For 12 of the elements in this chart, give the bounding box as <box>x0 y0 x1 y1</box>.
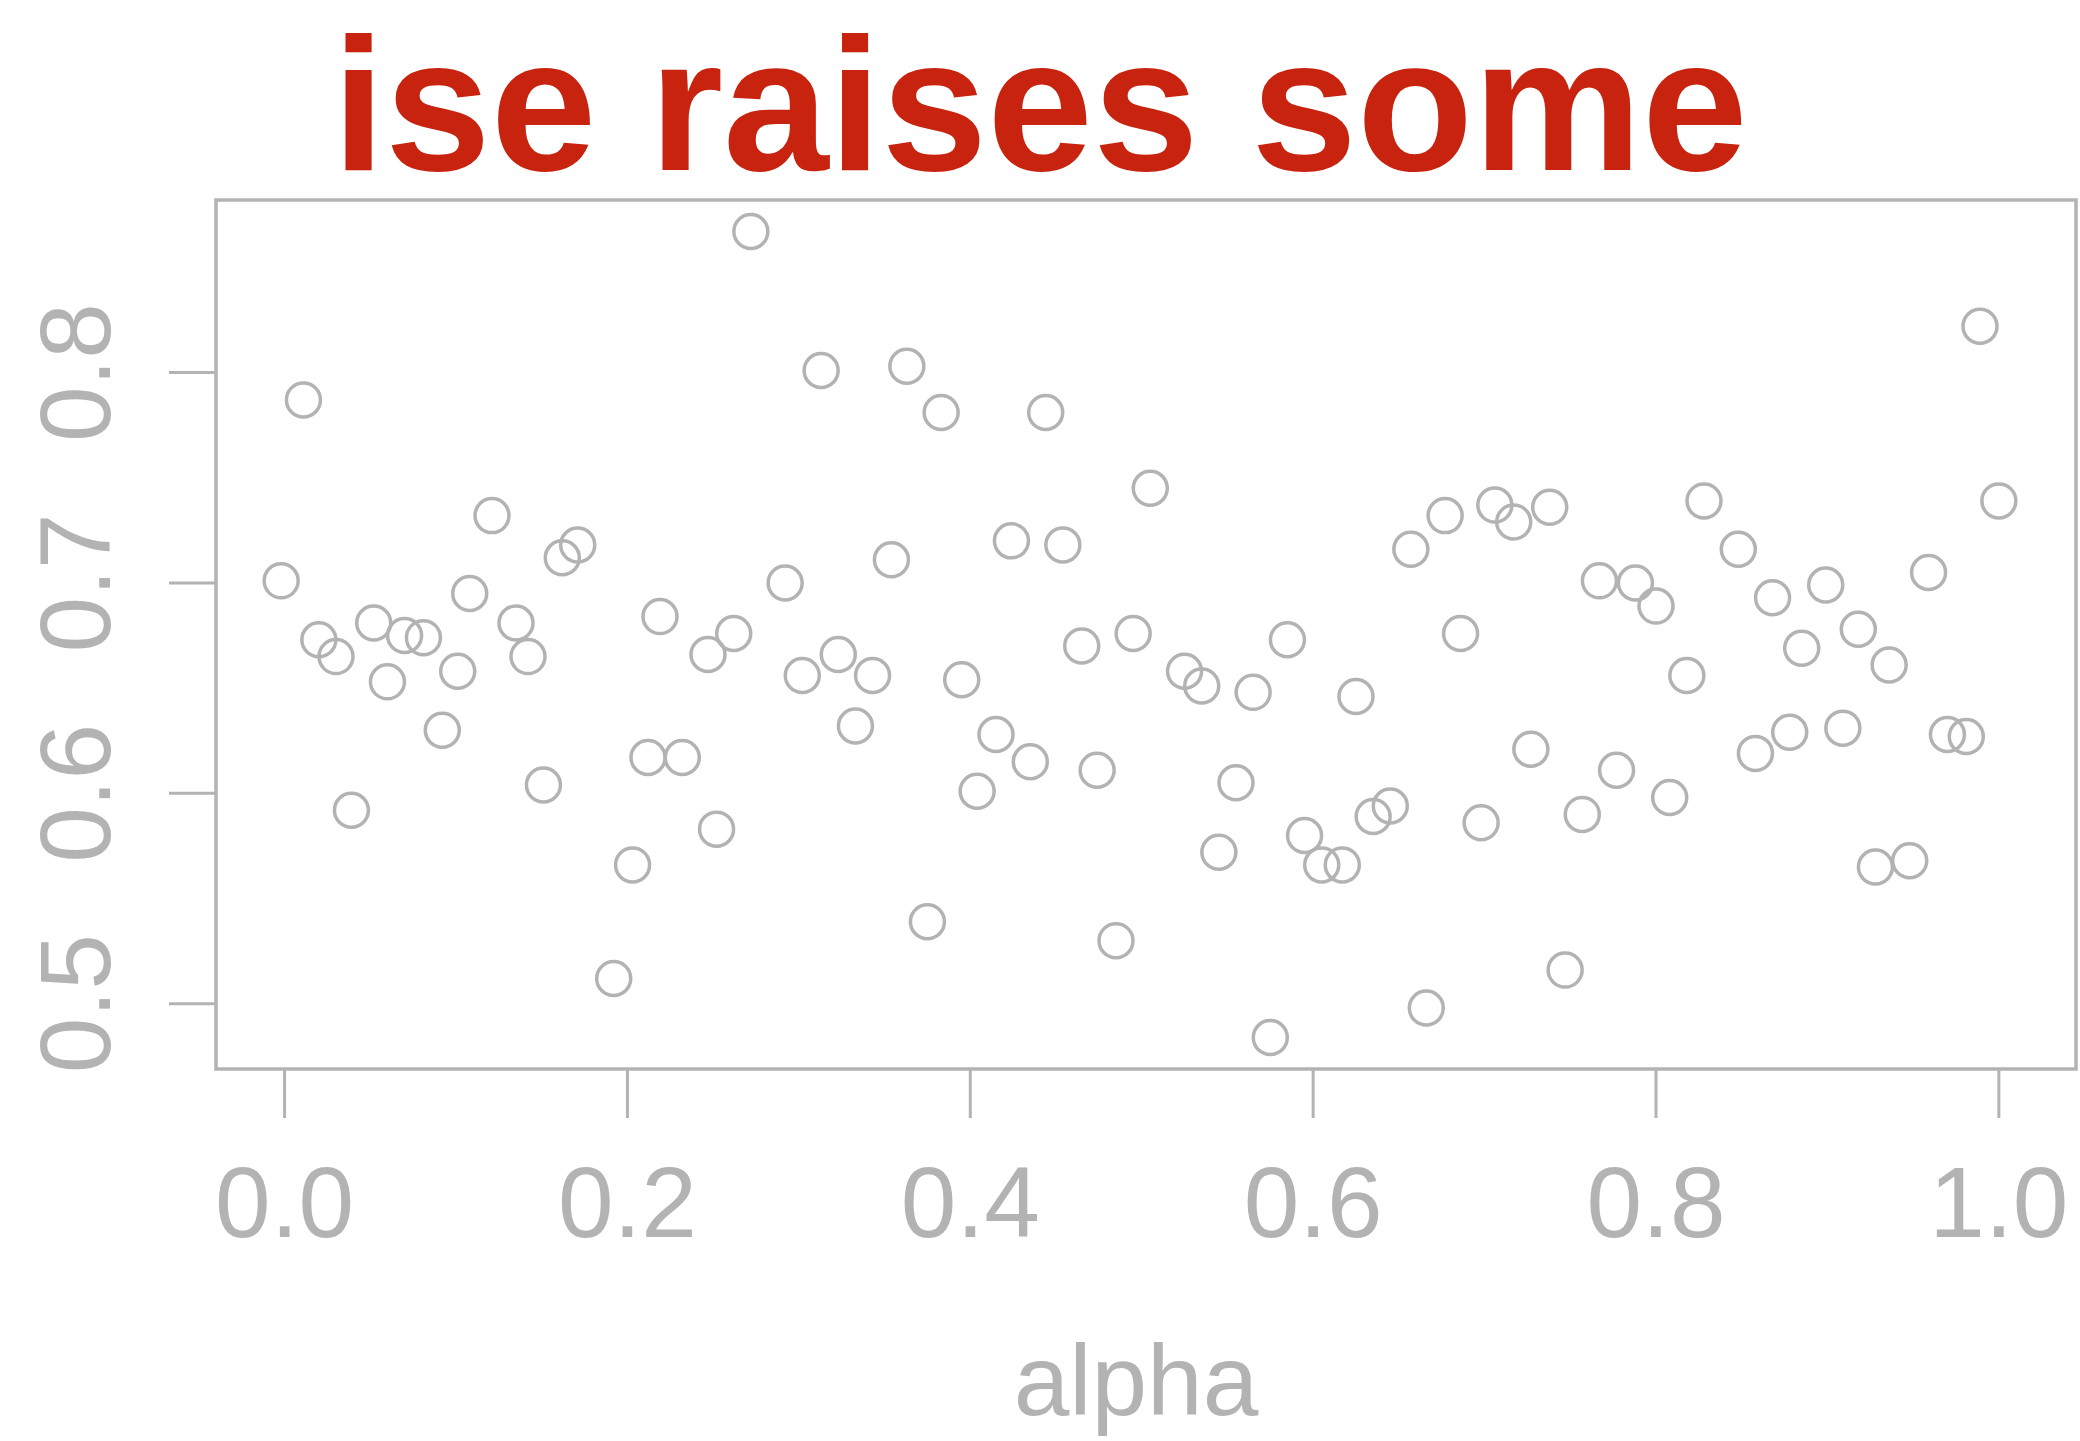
x-tick-label: 0.4 <box>900 1146 1040 1258</box>
x-tick-label: 1.0 <box>1929 1146 2069 1258</box>
x-tick-label: 0.2 <box>557 1146 697 1258</box>
x-tick-label: 0.0 <box>215 1146 355 1258</box>
x-tick-label: 0.8 <box>1586 1146 1726 1258</box>
x-tick-label: 0.6 <box>1243 1146 1383 1258</box>
y-tick-label: 0.6 <box>19 723 131 863</box>
y-tick-label: 0.8 <box>19 303 131 443</box>
annotation: ise raises some <box>332 0 1748 210</box>
y-tick-label: 0.7 <box>19 513 131 653</box>
y-tick-label: 0.5 <box>19 934 131 1074</box>
x-axis-title: alpha <box>1013 1324 1259 1436</box>
